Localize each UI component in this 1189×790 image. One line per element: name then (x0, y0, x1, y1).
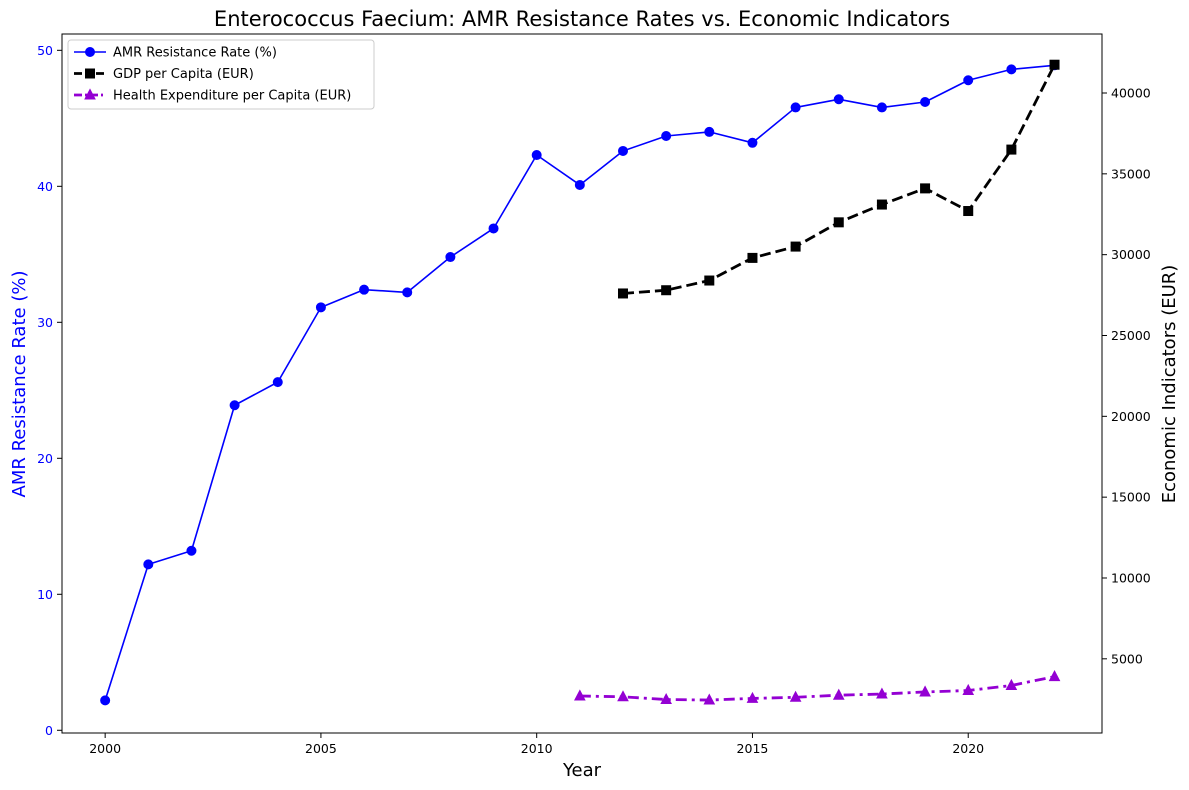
x-tick-label: 2005 (305, 741, 337, 756)
series-health-expenditure (574, 670, 1061, 705)
series-gdp-per-capita (617, 59, 1060, 299)
axes-layer (61, 33, 1103, 734)
data-point-gdp-per-capita (704, 275, 715, 286)
y-left-tick-label: 40 (37, 179, 53, 194)
data-point-health-expenditure (789, 690, 802, 702)
data-point-amr-rate (402, 287, 413, 298)
data-point-health-expenditure (1048, 670, 1061, 682)
data-point-amr-rate (100, 695, 111, 706)
data-point-amr-rate (661, 130, 672, 141)
data-point-amr-rate (186, 545, 197, 556)
data-point-gdp-per-capita (1049, 59, 1060, 70)
y-axis-left-title: AMR Resistance Rate (%) (9, 271, 30, 498)
x-axis-title: Year (562, 760, 602, 781)
data-point-health-expenditure (962, 683, 975, 695)
data-point-amr-rate (704, 126, 715, 137)
y-left-tick-label: 10 (37, 587, 53, 602)
data-point-gdp-per-capita (661, 285, 672, 296)
legend-label-amr-rate: AMR Resistance Rate (%) (113, 46, 277, 61)
data-point-amr-rate (963, 75, 974, 86)
data-point-amr-rate (445, 252, 456, 263)
data-point-amr-rate (1006, 64, 1017, 75)
tick-layer: 2000 2005 2010 2015 2020 0 10 20 30 40 50 5000 10000… (37, 43, 1151, 756)
y-left-tick-label: 0 (45, 723, 53, 738)
y-right-tick-label: 10000 (1111, 570, 1151, 585)
y-left-tick-label: 50 (37, 43, 53, 58)
data-point-gdp-per-capita (617, 288, 628, 299)
y-right-tick-label: 35000 (1111, 166, 1151, 181)
y-right-tick-label: 5000 (1111, 651, 1143, 666)
data-point-amr-rate (617, 145, 628, 156)
y-right-tick-label: 20000 (1111, 409, 1151, 424)
y-right-tick-label: 30000 (1111, 247, 1151, 262)
data-point-amr-rate (488, 223, 499, 234)
data-point-health-expenditure (1005, 678, 1018, 690)
legend: AMR Resistance Rate (%) GDP per Capita (E… (67, 39, 375, 110)
series-line-health-expenditure (579, 675, 1055, 702)
y-right-tick-label: 40000 (1111, 86, 1151, 101)
legend-box (67, 39, 375, 110)
data-point-gdp-per-capita (920, 183, 931, 194)
series-amr-rate (100, 60, 1060, 706)
data-point-health-expenditure (876, 687, 888, 699)
data-point-amr-rate (876, 102, 887, 113)
data-point-gdp-per-capita (1006, 144, 1017, 155)
data-point-amr-rate (790, 102, 801, 113)
series-layer (100, 59, 1061, 706)
data-point-health-expenditure (703, 693, 716, 705)
legend-label-gdp-per-capita: GDP per Capita (EUR) (113, 67, 254, 82)
x-tick-label: 2000 (89, 741, 121, 756)
data-point-amr-rate (920, 96, 931, 107)
chart-title: Enterococcus Faecium: AMR Resistance Rat… (214, 7, 950, 31)
x-tick-label: 2020 (952, 741, 984, 756)
legend-marker-gdp-per-capita (85, 68, 95, 79)
data-point-amr-rate (272, 377, 283, 388)
data-point-amr-rate (143, 559, 154, 570)
legend-marker-health-expenditure (84, 88, 96, 100)
data-point-health-expenditure (574, 689, 586, 701)
data-point-health-expenditure (660, 692, 672, 705)
y-left-tick-label: 20 (37, 451, 53, 466)
data-point-gdp-per-capita (790, 241, 801, 252)
data-point-health-expenditure (919, 685, 931, 697)
data-point-amr-rate (833, 94, 844, 105)
y-right-tick-label: 15000 (1111, 490, 1151, 505)
data-point-amr-rate (747, 137, 758, 148)
data-point-gdp-per-capita (876, 199, 887, 210)
legend-marker-amr-rate (85, 47, 95, 57)
x-tick-label: 2010 (521, 741, 553, 756)
plot-frame (61, 33, 1103, 734)
data-point-amr-rate (315, 302, 326, 313)
y-axis-right-title: Economic Indicators (EUR) (1159, 265, 1180, 504)
data-point-amr-rate (531, 150, 542, 161)
data-point-amr-rate (359, 284, 370, 295)
data-point-gdp-per-capita (833, 217, 844, 228)
data-point-health-expenditure (832, 688, 845, 700)
y-right-tick-label: 25000 (1111, 328, 1151, 343)
y-left-tick-label: 30 (37, 315, 53, 330)
data-point-gdp-per-capita (747, 252, 758, 263)
x-tick-label: 2015 (737, 741, 769, 756)
data-point-gdp-per-capita (963, 206, 974, 217)
data-point-health-expenditure (617, 690, 629, 702)
legend-label-health-expenditure: Health Expenditure per Capita (EUR) (113, 89, 351, 104)
data-point-amr-rate (229, 400, 240, 411)
data-point-amr-rate (574, 179, 585, 190)
series-line-amr-rate (104, 64, 1055, 701)
data-point-health-expenditure (746, 691, 759, 703)
